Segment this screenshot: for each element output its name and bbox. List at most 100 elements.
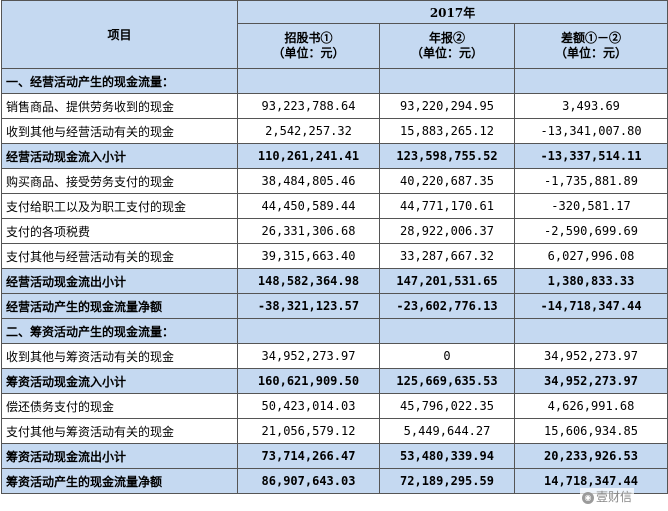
- col-unit: （单位：元）: [272, 46, 345, 60]
- cell-difference: -320,581.17: [513, 193, 668, 219]
- year-header: 2017年: [236, 0, 668, 24]
- cell-annual-report: [379, 318, 515, 344]
- cell-annual-report: [379, 68, 515, 94]
- header-row-columns: 招股书① （单位：元） 年报② （单位：元） 差额①－② （单位：元）: [2, 23, 668, 69]
- cell-annual-report: 44,771,170.61: [379, 193, 515, 219]
- cell-prospectus: 34,952,273.97: [237, 343, 380, 369]
- cell-difference: [513, 318, 668, 344]
- item-column-header: 项目: [1, 0, 238, 69]
- col-unit: （单位：元）: [555, 46, 628, 60]
- cell-annual-report: 5,449,644.27: [379, 418, 515, 444]
- row-label: 二、筹资活动产生的现金流量：: [1, 318, 238, 344]
- table-row: 偿还债务支付的现金 50,423,014.03 45,796,022.35 4,…: [1, 393, 668, 419]
- cell-prospectus: 148,582,364.98: [237, 268, 380, 294]
- cell-annual-report: 72,189,295.59: [379, 468, 515, 494]
- cell-difference: 3,493.69: [513, 93, 668, 119]
- table-row: 支付给职工以及为职工支付的现金 44,450,589.44 44,771,170…: [1, 193, 668, 219]
- cell-prospectus: [237, 68, 380, 94]
- col-header-annual-report: 年报② （单位：元）: [379, 23, 515, 69]
- cell-prospectus: [237, 318, 380, 344]
- cell-annual-report: -23,602,776.13: [379, 293, 515, 319]
- table-row-section: 一、经营活动产生的现金流量：: [1, 68, 668, 94]
- table-row: 销售商品、提供劳务收到的现金 93,223,788.64 93,220,294.…: [1, 93, 668, 119]
- cell-annual-report: 15,883,265.12: [379, 118, 515, 144]
- cell-difference: 34,952,273.97: [513, 368, 668, 394]
- row-label: 经营活动产生的现金流量净额: [1, 293, 238, 319]
- cell-prospectus: 26,331,306.68: [237, 218, 380, 244]
- cell-difference: [513, 68, 668, 94]
- cell-prospectus: 93,223,788.64: [237, 93, 380, 119]
- cell-difference: 15,606,934.85: [513, 418, 668, 444]
- row-label: 一、经营活动产生的现金流量：: [1, 68, 238, 94]
- row-label: 支付给职工以及为职工支付的现金: [1, 193, 238, 219]
- cell-annual-report: 0: [379, 343, 515, 369]
- cell-difference: -2,590,699.69: [513, 218, 668, 244]
- cell-annual-report: 123,598,755.52: [379, 143, 515, 169]
- table-row: 支付的各项税费 26,331,306.68 28,922,006.37 -2,5…: [1, 218, 668, 244]
- cash-flow-table: 项目 2017年 招股书① （单位：元） 年报② （单位：元） 差额①－② （单…: [1, 0, 668, 494]
- row-label: 支付其他与筹资活动有关的现金: [1, 418, 238, 444]
- cell-prospectus: 110,261,241.41: [237, 143, 380, 169]
- row-label: 收到其他与经营活动有关的现金: [1, 118, 238, 144]
- col-header-prospectus: 招股书① （单位：元）: [237, 23, 380, 69]
- cell-difference: -13,341,007.80: [513, 118, 668, 144]
- table-row: 支付其他与经营活动有关的现金 39,315,663.40 33,287,667.…: [1, 243, 668, 269]
- table-row-section: 二、筹资活动产生的现金流量：: [1, 318, 668, 344]
- cell-difference: -1,735,881.89: [513, 168, 668, 194]
- cell-difference: 1,380,833.33: [513, 268, 668, 294]
- table-row: 收到其他与经营活动有关的现金 2,542,257.32 15,883,265.1…: [1, 118, 668, 144]
- cell-annual-report: 40,220,687.35: [379, 168, 515, 194]
- row-label: 经营活动现金流入小计: [1, 143, 238, 169]
- table-row: 收到其他与筹资活动有关的现金 34,952,273.97 0 34,952,27…: [1, 343, 668, 369]
- col-title: 差额①－②: [561, 31, 622, 45]
- row-label: 筹资活动现金流出小计: [1, 443, 238, 469]
- row-label: 筹资活动产生的现金流量净额: [1, 468, 238, 494]
- cell-annual-report: 93,220,294.95: [379, 93, 515, 119]
- col-title: 招股书①: [284, 31, 333, 45]
- row-label: 筹资活动现金流入小计: [1, 368, 238, 394]
- cell-difference: 6,027,996.08: [513, 243, 668, 269]
- cell-prospectus: 2,542,257.32: [237, 118, 380, 144]
- cell-difference: -14,718,347.44: [513, 293, 668, 319]
- row-label: 支付的各项税费: [1, 218, 238, 244]
- cell-prospectus: 86,907,643.03: [237, 468, 380, 494]
- cell-prospectus: 73,714,266.47: [237, 443, 380, 469]
- cell-difference: 14,718,347.44: [513, 468, 668, 494]
- row-label: 销售商品、提供劳务收到的现金: [1, 93, 238, 119]
- cell-prospectus: 38,484,805.46: [237, 168, 380, 194]
- table-row: 支付其他与筹资活动有关的现金 21,056,579.12 5,449,644.2…: [1, 418, 668, 444]
- cell-difference: 20,233,926.53: [513, 443, 668, 469]
- cell-annual-report: 45,796,022.35: [379, 393, 515, 419]
- cell-difference: 4,626,991.68: [513, 393, 668, 419]
- watermark: ◉ 壹财信: [580, 488, 635, 505]
- table-row-subtotal: 筹资活动现金流出小计 73,714,266.47 53,480,339.94 2…: [1, 443, 668, 469]
- cell-annual-report: 125,669,635.53: [379, 368, 515, 394]
- row-label: 收到其他与筹资活动有关的现金: [1, 343, 238, 369]
- header-row-year: 项目 2017年: [1, 0, 668, 69]
- table-row-net: 经营活动产生的现金流量净额 -38,321,123.57 -23,602,776…: [1, 293, 668, 319]
- cell-difference: -13,337,514.11: [513, 143, 668, 169]
- wechat-icon: ◉: [582, 491, 594, 504]
- row-label: 偿还债务支付的现金: [1, 393, 238, 419]
- cell-annual-report: 33,287,667.32: [379, 243, 515, 269]
- table-row-net: 筹资活动产生的现金流量净额 86,907,643.03 72,189,295.5…: [1, 468, 668, 494]
- cell-difference: 34,952,273.97: [513, 343, 668, 369]
- cell-prospectus: 21,056,579.12: [237, 418, 380, 444]
- cell-annual-report: 53,480,339.94: [379, 443, 515, 469]
- table-row-subtotal: 经营活动现金流出小计 148,582,364.98 147,201,531.65…: [1, 268, 668, 294]
- cell-annual-report: 147,201,531.65: [379, 268, 515, 294]
- table-row: 购买商品、接受劳务支付的现金 38,484,805.46 40,220,687.…: [1, 168, 668, 194]
- cell-prospectus: -38,321,123.57: [237, 293, 380, 319]
- cell-prospectus: 44,450,589.44: [237, 193, 380, 219]
- watermark-text: 壹财信: [596, 490, 633, 504]
- col-header-difference: 差额①－② （单位：元）: [513, 23, 668, 69]
- row-label: 购买商品、接受劳务支付的现金: [1, 168, 238, 194]
- row-label: 支付其他与经营活动有关的现金: [1, 243, 238, 269]
- col-unit: （单位：元）: [410, 46, 483, 60]
- cell-prospectus: 39,315,663.40: [237, 243, 380, 269]
- table-row-subtotal: 经营活动现金流入小计 110,261,241.41 123,598,755.52…: [1, 143, 668, 169]
- row-label: 经营活动现金流出小计: [1, 268, 238, 294]
- table-row-subtotal: 筹资活动现金流入小计 160,621,909.50 125,669,635.53…: [1, 368, 668, 394]
- cell-prospectus: 160,621,909.50: [237, 368, 380, 394]
- cell-annual-report: 28,922,006.37: [379, 218, 515, 244]
